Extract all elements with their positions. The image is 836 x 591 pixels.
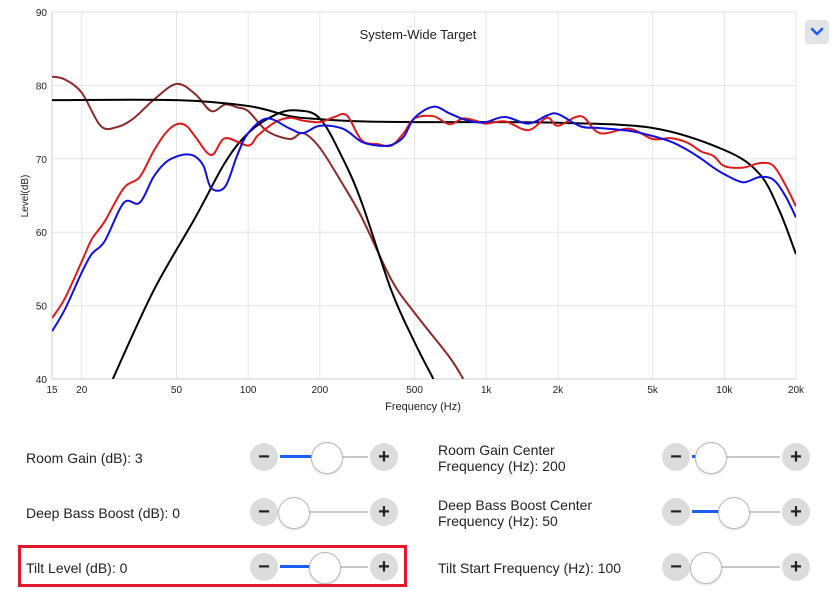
- decrement-button[interactable]: −: [662, 553, 690, 581]
- x-tick-label: 15: [46, 385, 58, 396]
- series-line-1: [52, 98, 796, 255]
- deep-bass-boost-center-frequency-label: Deep Bass Boost Center Frequency (Hz): 5…: [438, 497, 593, 529]
- x-axis-label: Frequency (Hz): [385, 401, 461, 413]
- x-tick-label: 20: [76, 385, 88, 396]
- y-tick-label: 80: [36, 81, 48, 92]
- slider-track[interactable]: [692, 566, 780, 568]
- y-tick-label: 40: [36, 375, 48, 386]
- y-tick-label: 50: [36, 302, 48, 313]
- decrement-button[interactable]: −: [662, 443, 690, 471]
- increment-button[interactable]: +: [370, 553, 398, 581]
- increment-button[interactable]: +: [370, 443, 398, 471]
- slider-thumb[interactable]: [690, 552, 722, 584]
- chart-title: System-Wide Target: [360, 27, 477, 42]
- y-tick-label: 90: [36, 8, 48, 19]
- slider-thumb[interactable]: [309, 552, 341, 584]
- series-line-4: [52, 105, 796, 332]
- slider-track[interactable]: [692, 456, 780, 458]
- tilt-level-slider[interactable]: − +: [250, 549, 398, 585]
- slider-fill: [280, 565, 324, 568]
- chart-axes: 15 20 50 100 200 500 1k 2k 5k 10k 20k 40 50 60 70 80 90: [36, 8, 805, 396]
- x-tick-label: 100: [240, 385, 257, 396]
- x-tick-label: 50: [171, 385, 183, 396]
- slider-fill: [692, 510, 733, 513]
- x-tick-label: 200: [311, 385, 328, 396]
- deep-bass-boost-label: Deep Bass Boost (dB): 0: [26, 505, 181, 521]
- increment-button[interactable]: +: [782, 553, 810, 581]
- chevron-down-icon: [810, 27, 824, 36]
- room-gain-center-frequency-slider[interactable]: − +: [662, 439, 810, 475]
- x-tick-label: 1k: [481, 385, 493, 396]
- x-tick-label: 500: [406, 385, 423, 396]
- y-tick-label: 70: [36, 155, 48, 166]
- decrement-button[interactable]: −: [250, 498, 278, 526]
- frequency-response-chart: 15 20 50 100 200 500 1k 2k 5k 10k 20k405060708090 …: [20, 8, 805, 413]
- x-tick-label: 20k: [788, 385, 805, 396]
- decrement-button[interactable]: −: [250, 443, 278, 471]
- dropdown-button[interactable]: [805, 20, 829, 44]
- slider-thumb[interactable]: [310, 442, 343, 474]
- slider-thumb[interactable]: [717, 497, 750, 529]
- x-tick-label: 2k: [553, 385, 565, 396]
- deep-bass-boost-center-frequency-slider[interactable]: − +: [662, 494, 810, 530]
- slider-thumb[interactable]: [694, 442, 727, 474]
- tilt-level-label: Tilt Level (dB): 0: [26, 560, 128, 576]
- y-tick-label: 60: [36, 228, 48, 239]
- slider-track[interactable]: [280, 511, 368, 513]
- room-gain-slider[interactable]: − +: [250, 439, 398, 475]
- series-line-2: [111, 109, 435, 379]
- room-gain-label: Room Gain (dB): 3: [26, 450, 143, 466]
- x-tick-label: 5k: [647, 385, 659, 396]
- y-axis-label: Level(dB): [20, 175, 31, 218]
- x-tick-label: 10k: [716, 385, 733, 396]
- slider-thumb[interactable]: [278, 497, 310, 529]
- slider-fill: [280, 455, 326, 458]
- room-gain-center-frequency-label: Room Gain Center Frequency (Hz): 200: [438, 442, 566, 474]
- tilt-start-frequency-label: Tilt Start Frequency (Hz): 100: [438, 560, 622, 576]
- increment-button[interactable]: +: [782, 443, 810, 471]
- series-line-0: [52, 75, 465, 379]
- increment-button[interactable]: +: [782, 498, 810, 526]
- chart-series: [52, 75, 796, 379]
- increment-button[interactable]: +: [370, 498, 398, 526]
- decrement-button[interactable]: −: [250, 553, 278, 581]
- decrement-button[interactable]: −: [662, 498, 690, 526]
- tilt-start-frequency-slider[interactable]: − +: [662, 549, 810, 585]
- deep-bass-boost-slider[interactable]: − +: [250, 494, 398, 530]
- series-line-3: [52, 112, 796, 319]
